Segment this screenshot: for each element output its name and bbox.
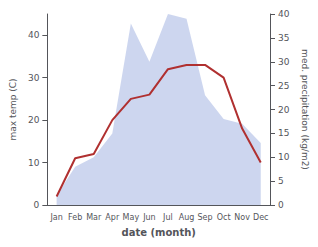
svg-text:Jun: Jun [142, 213, 156, 222]
svg-text:Nov: Nov [234, 213, 250, 222]
svg-text:Sep: Sep [198, 213, 213, 222]
svg-text:25: 25 [278, 81, 289, 91]
svg-text:Feb: Feb [68, 213, 82, 222]
svg-text:Jan: Jan [49, 213, 62, 222]
svg-text:med. precipitation (kg/m2): med. precipitation (kg/m2) [300, 49, 310, 170]
svg-text:Mar: Mar [86, 213, 102, 222]
svg-text:5: 5 [278, 176, 284, 186]
svg-text:40: 40 [278, 9, 290, 19]
svg-text:Jul: Jul [162, 213, 173, 222]
svg-text:20: 20 [28, 115, 40, 125]
svg-text:Apr: Apr [105, 213, 120, 222]
svg-text:40: 40 [28, 30, 40, 40]
svg-text:Oct: Oct [217, 213, 231, 222]
svg-text:30: 30 [28, 73, 40, 83]
svg-text:Aug: Aug [179, 213, 195, 222]
svg-text:0: 0 [34, 200, 40, 210]
svg-text:30: 30 [278, 57, 290, 67]
svg-text:10: 10 [278, 152, 290, 162]
svg-text:15: 15 [278, 128, 289, 138]
svg-text:20: 20 [278, 105, 290, 115]
svg-text:0: 0 [278, 200, 284, 210]
svg-text:Dec: Dec [253, 213, 268, 222]
svg-text:10: 10 [28, 158, 40, 168]
svg-text:date (month): date (month) [121, 227, 195, 238]
svg-text:35: 35 [278, 33, 289, 43]
svg-text:max temp (C): max temp (C) [8, 78, 18, 140]
svg-text:May: May [123, 213, 140, 222]
